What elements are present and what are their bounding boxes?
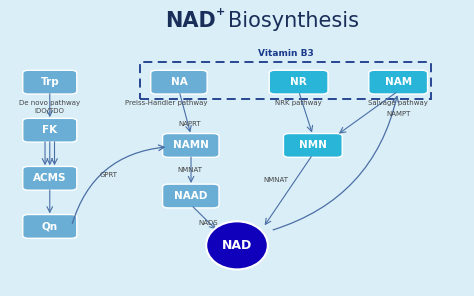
Text: NAPRT: NAPRT	[178, 121, 201, 127]
Text: NAMPT: NAMPT	[386, 111, 410, 117]
FancyBboxPatch shape	[283, 133, 342, 157]
Text: NRK pathway: NRK pathway	[275, 100, 322, 106]
Text: Trp: Trp	[40, 77, 59, 87]
Text: Vitamin B3: Vitamin B3	[258, 49, 314, 58]
Text: NMNAT: NMNAT	[263, 177, 288, 183]
Text: NAM: NAM	[384, 77, 412, 87]
Text: NR: NR	[290, 77, 307, 87]
FancyBboxPatch shape	[23, 166, 77, 190]
Text: NAD: NAD	[222, 239, 252, 252]
Text: De novo pathway: De novo pathway	[19, 100, 80, 106]
FancyBboxPatch shape	[151, 70, 207, 94]
FancyBboxPatch shape	[163, 184, 219, 208]
Text: +: +	[216, 7, 226, 17]
FancyBboxPatch shape	[23, 118, 77, 142]
Text: FK: FK	[42, 125, 57, 135]
Text: NMNAT: NMNAT	[177, 167, 202, 173]
Ellipse shape	[206, 221, 268, 269]
FancyBboxPatch shape	[23, 70, 77, 94]
Text: Salvage pathway: Salvage pathway	[368, 100, 428, 106]
Text: Preiss-Handler pathway: Preiss-Handler pathway	[125, 100, 207, 106]
Text: NAMN: NAMN	[173, 140, 209, 150]
Text: Qn: Qn	[42, 221, 58, 231]
FancyBboxPatch shape	[23, 215, 77, 238]
FancyBboxPatch shape	[369, 70, 428, 94]
FancyBboxPatch shape	[269, 70, 328, 94]
Text: NA: NA	[171, 77, 187, 87]
Text: Biosynthesis: Biosynthesis	[228, 12, 358, 31]
FancyBboxPatch shape	[163, 133, 219, 157]
Text: GPRT: GPRT	[100, 171, 118, 178]
Text: NADS: NADS	[198, 220, 218, 226]
Text: ACMS: ACMS	[33, 173, 66, 183]
Text: NAAD: NAAD	[174, 191, 208, 201]
Text: IDO/TDO: IDO/TDO	[35, 108, 65, 114]
Bar	[140, 62, 431, 99]
Text: NAD: NAD	[165, 12, 216, 31]
Text: NMN: NMN	[299, 140, 327, 150]
